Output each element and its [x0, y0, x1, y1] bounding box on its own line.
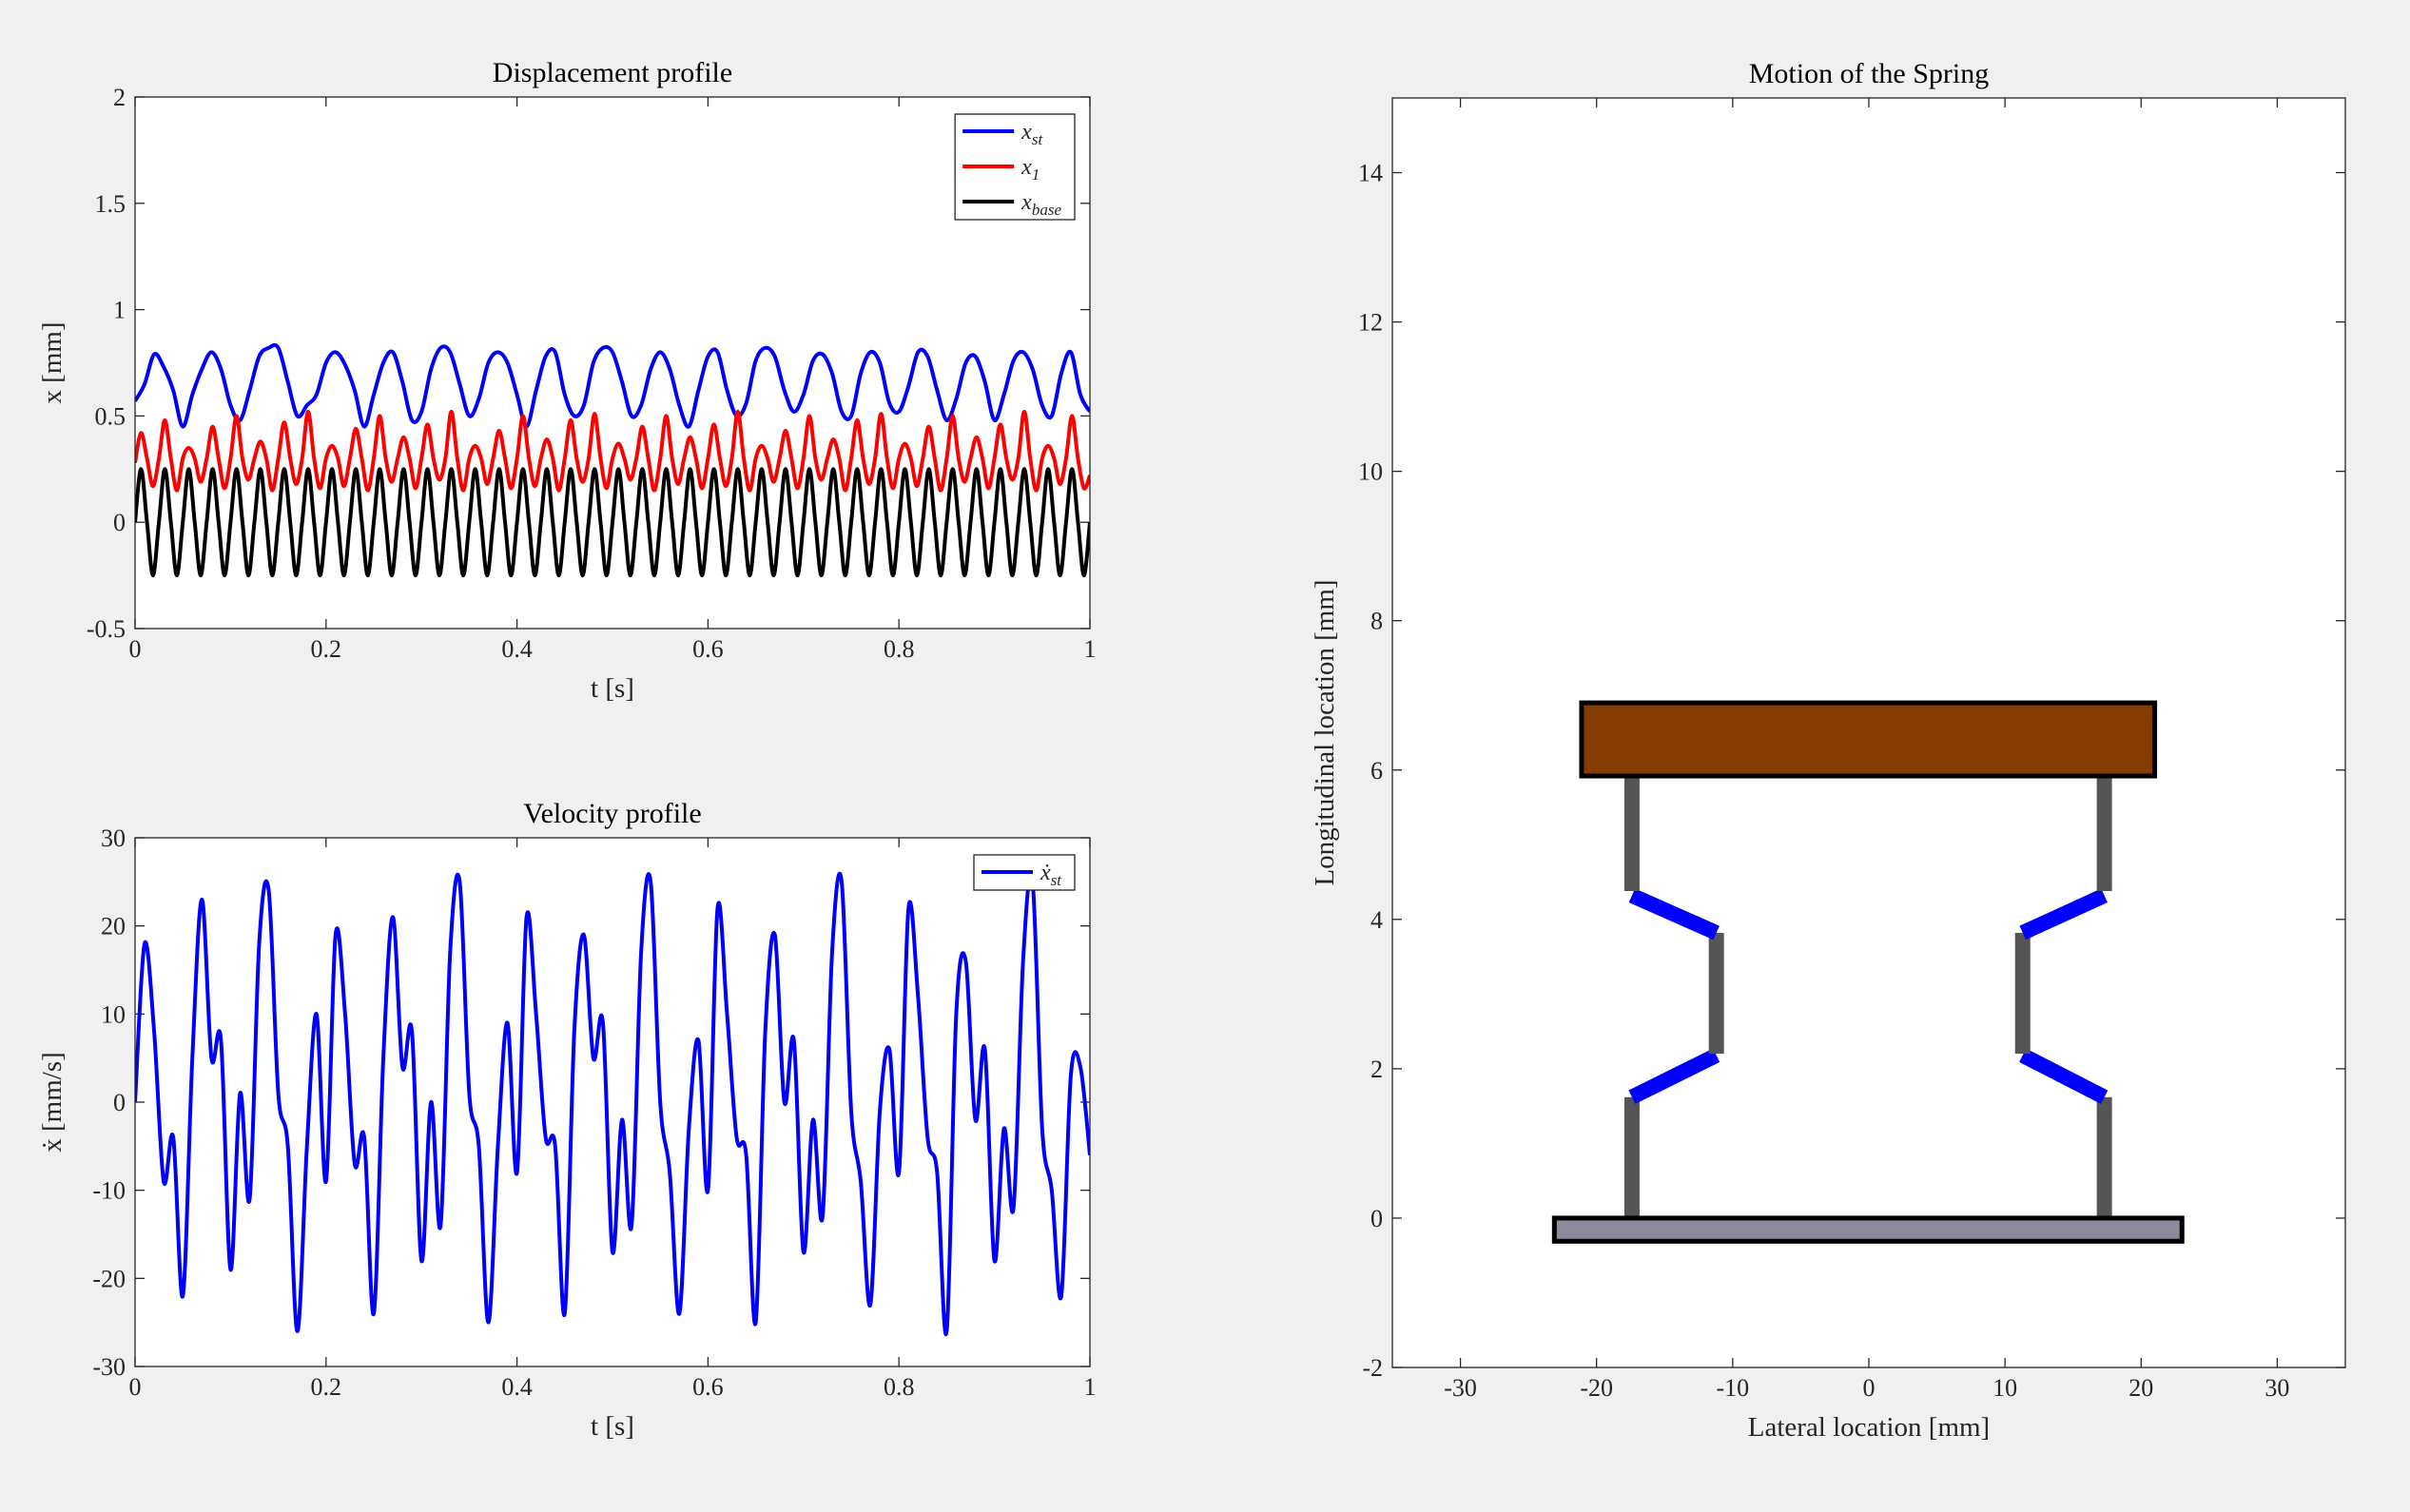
y-tick-label: 10	[1358, 458, 1383, 486]
chart-title: Velocity profile	[523, 798, 701, 829]
legend-text: ẋst	[1040, 861, 1062, 889]
legend-subscript: st	[1032, 130, 1044, 148]
y-axis-label: x [mm]	[37, 321, 68, 403]
series-line	[135, 467, 1090, 578]
y-tick-label: 1	[113, 297, 126, 324]
series-line	[135, 409, 1090, 493]
legend-subscript: st	[1051, 871, 1063, 889]
block	[1551, 1215, 2185, 1244]
block	[1579, 700, 2158, 779]
y-axis-label: Longitudinal location [mm]	[1310, 579, 1340, 885]
spring-link	[1628, 1048, 1720, 1104]
y-tick-label: -2	[1362, 1354, 1383, 1382]
x-tick-label: 0.6	[692, 635, 724, 663]
spring-link	[2019, 1048, 2109, 1104]
legend-text: x1	[1020, 155, 1040, 184]
x-tick-label: 0.6	[692, 1373, 724, 1401]
x-tick-label: 0.2	[311, 635, 342, 663]
x-tick-label: 0.4	[501, 635, 533, 663]
axes: 0 0.2 0.4 0.6 0.8 1-0.500.511.52xstx1xbaseDis…	[37, 57, 1097, 704]
x-tick-label: 0.8	[884, 1373, 915, 1401]
y-tick-label: 6	[1370, 757, 1383, 785]
x-tick-label: 0	[1863, 1374, 1876, 1402]
x-tick-label: -20	[1580, 1374, 1613, 1402]
x-tick-label: 0	[129, 1373, 142, 1401]
y-tick-label: 2	[113, 84, 126, 111]
x-axis-label: t [s]	[591, 1411, 634, 1442]
y-tick-label: 0.5	[95, 402, 126, 430]
x-tick-label: 1	[1084, 1373, 1097, 1401]
axes-box	[134, 96, 1091, 630]
legend-text: xbase	[1020, 190, 1061, 219]
axes-box	[1391, 97, 2346, 1368]
legend-text: xst	[1020, 120, 1043, 148]
chart-title: Motion of the Spring	[1749, 58, 1990, 89]
axes-box	[134, 837, 1091, 1367]
y-tick-label: 12	[1358, 309, 1383, 337]
x-axis-label: t [s]	[591, 673, 634, 704]
spring-link	[2019, 888, 2108, 940]
y-tick-label: 2	[1370, 1056, 1383, 1083]
legend: ẋst	[973, 854, 1076, 891]
y-tick-label: -10	[92, 1177, 126, 1205]
y-tick-label: -20	[92, 1265, 126, 1292]
x-tick-label: 1	[1084, 635, 1097, 663]
plot-area	[135, 97, 1090, 629]
x-axis-label: Lateral location [mm]	[1748, 1412, 1990, 1443]
axes: 0 0.2 0.4 0.6 0.8 1 -30 -20 -10 0 10 20 30 ẋst Velocit…	[37, 798, 1097, 1442]
plot-content	[135, 871, 1090, 1337]
plot-content	[135, 342, 1090, 578]
legend-name: ẋ	[1040, 861, 1051, 885]
y-tick-label: 0	[113, 509, 126, 536]
x-tick-label: 0.2	[311, 1373, 342, 1401]
legend-name: x	[1020, 190, 1032, 215]
y-tick-label: 20	[101, 913, 126, 940]
x-tick-label: 20	[2128, 1374, 2153, 1402]
spring-link	[1628, 888, 1720, 940]
y-tick-label: 8	[1370, 608, 1383, 635]
y-tick-label: -0.5	[87, 615, 126, 643]
y-tick-label: -30	[92, 1353, 126, 1381]
chart-title: Displacement profile	[493, 57, 732, 88]
y-tick-label: 30	[101, 824, 126, 852]
series-line	[135, 342, 1090, 429]
y-tick-label: 0	[113, 1089, 126, 1116]
x-tick-label: 0.4	[501, 1373, 533, 1401]
series-line	[135, 871, 1090, 1337]
y-tick-label: 14	[1358, 160, 1383, 187]
y-axis-label: ẋ [mm/s]	[37, 1052, 68, 1153]
legend-subscript: 1	[1032, 165, 1040, 184]
x-tick-label: 30	[2264, 1374, 2289, 1402]
y-tick-label: 1.5	[95, 190, 126, 218]
legend-name: x	[1020, 120, 1032, 145]
legend-name: x	[1020, 155, 1032, 180]
y-tick-label: 4	[1370, 906, 1383, 934]
x-tick-label: 0.8	[884, 635, 915, 663]
x-tick-label: 0	[129, 635, 142, 663]
x-tick-label: -30	[1444, 1374, 1477, 1402]
y-tick-label: 10	[101, 1000, 126, 1028]
x-tick-label: -10	[1717, 1374, 1750, 1402]
plot-content	[1551, 700, 2185, 1244]
legend-subscript: base	[1032, 201, 1062, 219]
y-tick-label: 0	[1370, 1205, 1383, 1232]
x-tick-label: 10	[1992, 1374, 2017, 1402]
